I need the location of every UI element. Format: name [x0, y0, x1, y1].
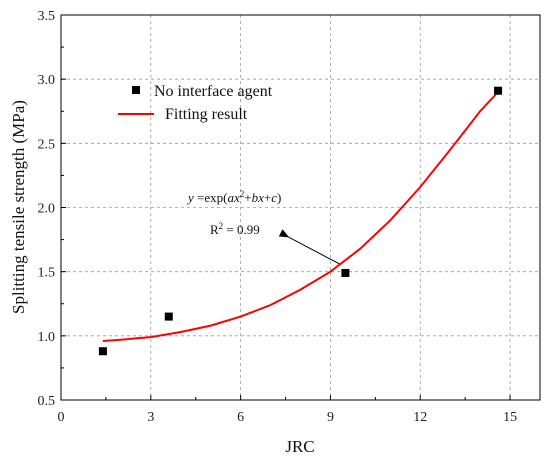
x-tick-label: 0 [58, 410, 65, 425]
x-tick-label: 6 [237, 410, 244, 425]
y-axis-title: Splitting tensile strength (MPa) [9, 100, 28, 314]
data-point [98, 347, 107, 356]
fit-series [102, 91, 499, 342]
y-tick-label: 3.5 [38, 9, 56, 24]
y-tick-label: 2.5 [38, 137, 56, 152]
x-tick-label: 3 [147, 410, 154, 425]
data-point [164, 312, 173, 321]
r-squared-label: R2 = 0.99 [210, 221, 260, 237]
x-tick-label: 9 [327, 410, 334, 425]
y-tick-label: 1.0 [38, 330, 56, 345]
y-tick-label: 2.0 [38, 202, 56, 217]
x-tick-label: 15 [503, 410, 517, 425]
legend: No interface agent Fitting result [118, 83, 273, 123]
y-tick-label: 0.5 [38, 394, 56, 409]
y-tick-label: 3.0 [38, 73, 56, 88]
data-point [341, 268, 350, 277]
eq-exp: =exp( [194, 190, 228, 205]
eq-plus-1: + [244, 190, 251, 205]
eq-bx: bx [252, 190, 265, 205]
scatter-series [98, 86, 503, 356]
fit-curve [102, 91, 499, 342]
eq-ax: ax [227, 190, 240, 205]
legend-label-fit: Fitting result [165, 106, 248, 123]
axis-ticks [60, 14, 511, 401]
x-axis-title: JRC [285, 437, 314, 456]
legend-marker-square [132, 86, 140, 94]
y-tick-labels: 0.5 1.0 1.5 2.0 2.5 3.0 3.5 [38, 9, 56, 409]
data-point [494, 86, 503, 95]
x-tick-labels: 0 3 6 9 12 15 [58, 410, 518, 425]
r2-r: R [210, 222, 219, 237]
plot-frame [60, 14, 541, 401]
gridlines [61, 15, 540, 400]
x-tick-label: 12 [413, 410, 427, 425]
eq-plus-2: + [264, 190, 271, 205]
eq-c: c [271, 190, 277, 205]
eq-square: 2 [240, 189, 245, 199]
r2-exp: 2 [219, 221, 224, 231]
fit-equation: y =exp(ax2+bx+c) [186, 189, 281, 205]
annotation-arrow [278, 229, 340, 265]
legend-label-points: No interface agent [154, 83, 273, 100]
eq-y: y [186, 190, 194, 205]
eq-close: ) [277, 190, 281, 205]
y-tick-label: 1.5 [38, 266, 56, 281]
r2-value: = 0.99 [223, 222, 260, 237]
